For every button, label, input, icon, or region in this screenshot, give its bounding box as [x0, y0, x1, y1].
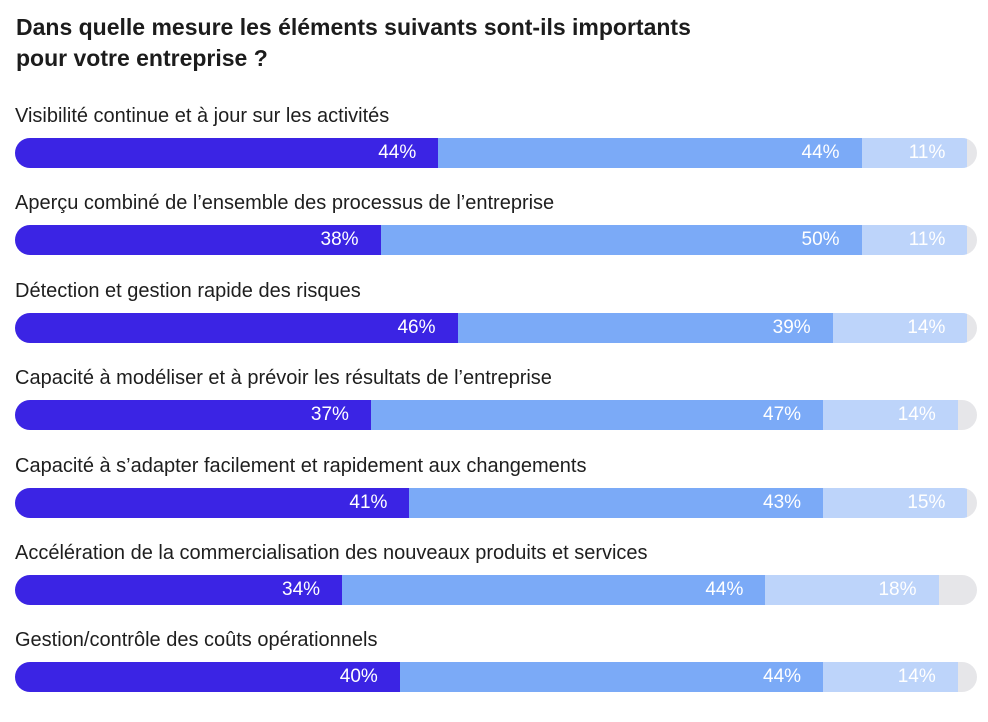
- category-label: Capacité à modéliser et à prévoir les ré…: [15, 367, 552, 390]
- category-label: Capacité à s’adapter facilement et rapid…: [15, 454, 587, 477]
- bar-segment: 14%: [832, 312, 968, 343]
- category-label: Accélération de la commercialisation des…: [15, 542, 648, 564]
- data-label: 37%: [310, 404, 349, 426]
- bar-segment: 11%: [861, 225, 968, 256]
- stacked-bar: 40% 44% 14%: [15, 662, 977, 693]
- chart-row: Détection et gestion rapide des risques 4…: [15, 279, 977, 343]
- bar-segment: 40%: [15, 662, 400, 693]
- bar-segment: 14%: [823, 400, 958, 431]
- data-label: 50%: [801, 229, 840, 251]
- bar-segment: 34%: [15, 575, 343, 605]
- category-label: Aperçu combiné de l’ensemble des process…: [15, 192, 555, 215]
- bar-segment: 46%: [15, 312, 458, 343]
- category-label: Détection et gestion rapide des risques: [15, 279, 361, 302]
- category-label: Visibilité continue et à jour sur les ac…: [15, 105, 390, 127]
- bar-segment: 41%: [15, 487, 410, 518]
- bar-segment: 11%: [861, 138, 968, 168]
- data-label: 40%: [339, 666, 378, 688]
- stacked-bar: 44% 44% 11%: [15, 138, 977, 168]
- bar-segment: 38%: [15, 225, 381, 256]
- bar-segment: 44%: [438, 138, 862, 168]
- data-label: 11%: [908, 142, 946, 163]
- data-label: 14%: [897, 404, 936, 426]
- data-label: 18%: [878, 579, 917, 600]
- data-label: 44%: [378, 142, 417, 163]
- data-label: 15%: [907, 491, 946, 513]
- bar-segment: 44%: [342, 575, 766, 605]
- data-label: 47%: [763, 404, 802, 426]
- data-label: 38%: [320, 229, 359, 251]
- data-label: 44%: [801, 142, 840, 163]
- data-label: 11%: [908, 229, 946, 251]
- data-label: 14%: [907, 316, 946, 338]
- data-label: 39%: [772, 316, 811, 338]
- stacked-bar: 46% 39% 14%: [15, 312, 977, 343]
- stacked-bar: 37% 47% 14%: [15, 400, 977, 431]
- bar-segment: 47%: [370, 400, 824, 431]
- bar-segment: 37%: [15, 400, 371, 431]
- bar-segment: 44%: [15, 138, 439, 168]
- data-label: 44%: [763, 666, 802, 688]
- chart-row: Capacité à modéliser et à prévoir les ré…: [15, 366, 977, 431]
- bar-segment: 39%: [457, 312, 833, 343]
- chart-row: Visibilité continue et à jour sur les ac…: [15, 104, 977, 168]
- data-label: 34%: [282, 579, 321, 600]
- chart-row: Accélération de la commercialisation des…: [15, 541, 977, 605]
- bar-segment: 50%: [380, 225, 862, 256]
- stacked-bar: 41% 43% 15%: [15, 487, 977, 518]
- bar-segment: 43%: [409, 487, 824, 518]
- chart-row: Gestion/contrôle des coûts opérationnels…: [15, 628, 977, 693]
- category-label: Gestion/contrôle des coûts opérationnels: [15, 629, 378, 652]
- data-label: 41%: [349, 491, 388, 513]
- data-label: 46%: [397, 316, 436, 338]
- chart-title: Dans quelle mesure les éléments suivants…: [16, 12, 916, 74]
- bar-segment: 15%: [823, 487, 968, 518]
- chart-row: Aperçu combiné de l’ensemble des process…: [15, 191, 977, 256]
- bar-segment: 18%: [765, 575, 939, 605]
- stacked-bar: 38% 50% 11%: [15, 225, 977, 256]
- data-label: 14%: [897, 666, 936, 688]
- data-label: 44%: [705, 579, 744, 600]
- chart-title-line-1: Dans quelle mesure les éléments suivants…: [16, 14, 691, 40]
- chart-row: Capacité à s’adapter facilement et rapid…: [15, 454, 977, 518]
- data-label: 43%: [763, 491, 802, 513]
- bar-segment: 14%: [823, 662, 958, 693]
- chart-title-line-2: pour votre entreprise ?: [16, 45, 268, 71]
- bar-segment: 44%: [399, 662, 824, 693]
- stacked-bar: 34% 44% 18%: [15, 575, 977, 605]
